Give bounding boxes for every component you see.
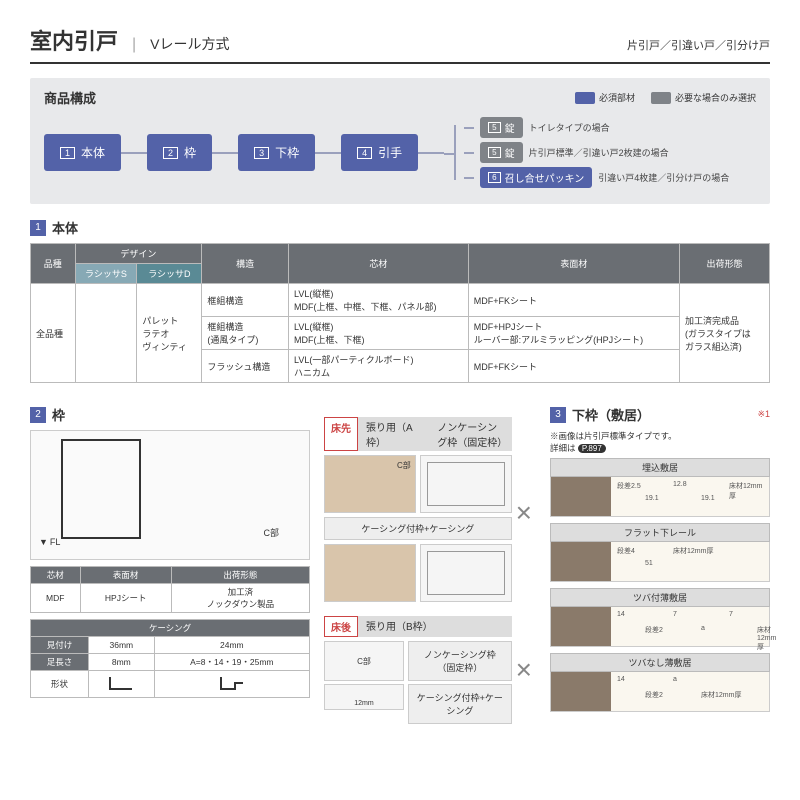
page-header: 室内引戸 | Vレール方式 片引戸／引違い戸／引分け戸: [30, 24, 770, 64]
section-2-head: 2 枠: [30, 405, 310, 424]
sill-item: 埋込敷居段差2.519.112.819.1床材12mm厚: [550, 458, 770, 517]
variant-a-photo-2: [324, 544, 416, 602]
section-1-badge: 1: [30, 220, 46, 236]
frame-mini-table-1: 芯材表面材出荷形態MDFHPJシート加工済 ノックダウン製品: [30, 566, 310, 613]
composition-panel: 商品構成 必須部材 必要な場合のみ選択 1本体 2枠 3下枠 4引手 5錠トイレタイプ…: [30, 78, 770, 204]
variant-a-grid: C部 ケーシング付枠+ケーシング: [324, 455, 512, 602]
variant-b-grid: C部 ノンケーシング枠（固定枠） 12mm ケーシング付枠+ケーシング: [324, 641, 512, 724]
page-title: 室内引戸: [30, 24, 118, 56]
section-1-title: 本体: [52, 218, 78, 237]
legend-swatch-optional: [651, 92, 671, 104]
spec-table-body: 品種 デザイン 構造 芯材 表面材 出荷形態 ラシッサS ラシッサD 全品種パレ…: [30, 243, 770, 383]
branch-row: 5錠トイレタイプの場合: [464, 117, 729, 138]
sill-item: ツバ付薄敷居14段差27a7床材12mm厚: [550, 588, 770, 647]
multiply-icon-2: ×: [512, 654, 536, 686]
sill-item: フラット下レール段差451床材12mm厚: [550, 523, 770, 582]
frame-mini-table-2: ケーシング 見付け36mm24mm足長さ8mmA=8・14・19・25mm 形状: [30, 619, 310, 698]
flow-step-1: 1本体: [44, 134, 121, 171]
section-1-head: 1 本体: [30, 218, 770, 237]
flow-step-2: 2枠: [147, 134, 212, 171]
section-3-head: 3 下枠（敷居） ※1: [550, 405, 770, 424]
legend: 必須部材 必要な場合のみ選択: [575, 91, 756, 105]
page-variants: 片引戸／引違い戸／引分け戸: [627, 37, 770, 53]
branch-row: 6召し合せパッキン引違い戸4枚建／引分け戸の場合: [464, 167, 729, 188]
separator: |: [132, 36, 136, 54]
flow-step-4: 4引手: [341, 134, 418, 171]
variant-a-diagram-1: [420, 455, 512, 513]
composition-title: 商品構成: [44, 88, 96, 107]
sill-note: ※画像は片引戸標準タイプです。 詳細は P.897: [550, 430, 770, 454]
branch-row: 5錠片引戸標準／引違い戸2枚建の場合: [464, 142, 729, 163]
frame-diagram: FL C部: [30, 430, 310, 560]
variant-a-diagram-2: [420, 544, 512, 602]
legend-swatch-required: [575, 92, 595, 104]
variant-b-head: 床後 張り用（B枠）: [324, 616, 512, 637]
composition-flow: 1本体 2枠 3下枠 4引手 5錠トイレタイプの場合 5錠片引戸標準／引違い戸2枚建の場…: [44, 117, 756, 188]
multiply-icon: ×: [512, 497, 536, 529]
page-subtitle: Vレール方式: [150, 34, 229, 54]
variant-a-photo-1: C部: [324, 455, 416, 513]
variant-a-head: 床先 張り用（A枠） ノンケーシング枠（固定枠）: [324, 417, 512, 451]
sill-item: ツバなし薄敷居14段差2a床材12mm厚: [550, 653, 770, 712]
flow-step-3: 3下枠: [238, 134, 315, 171]
